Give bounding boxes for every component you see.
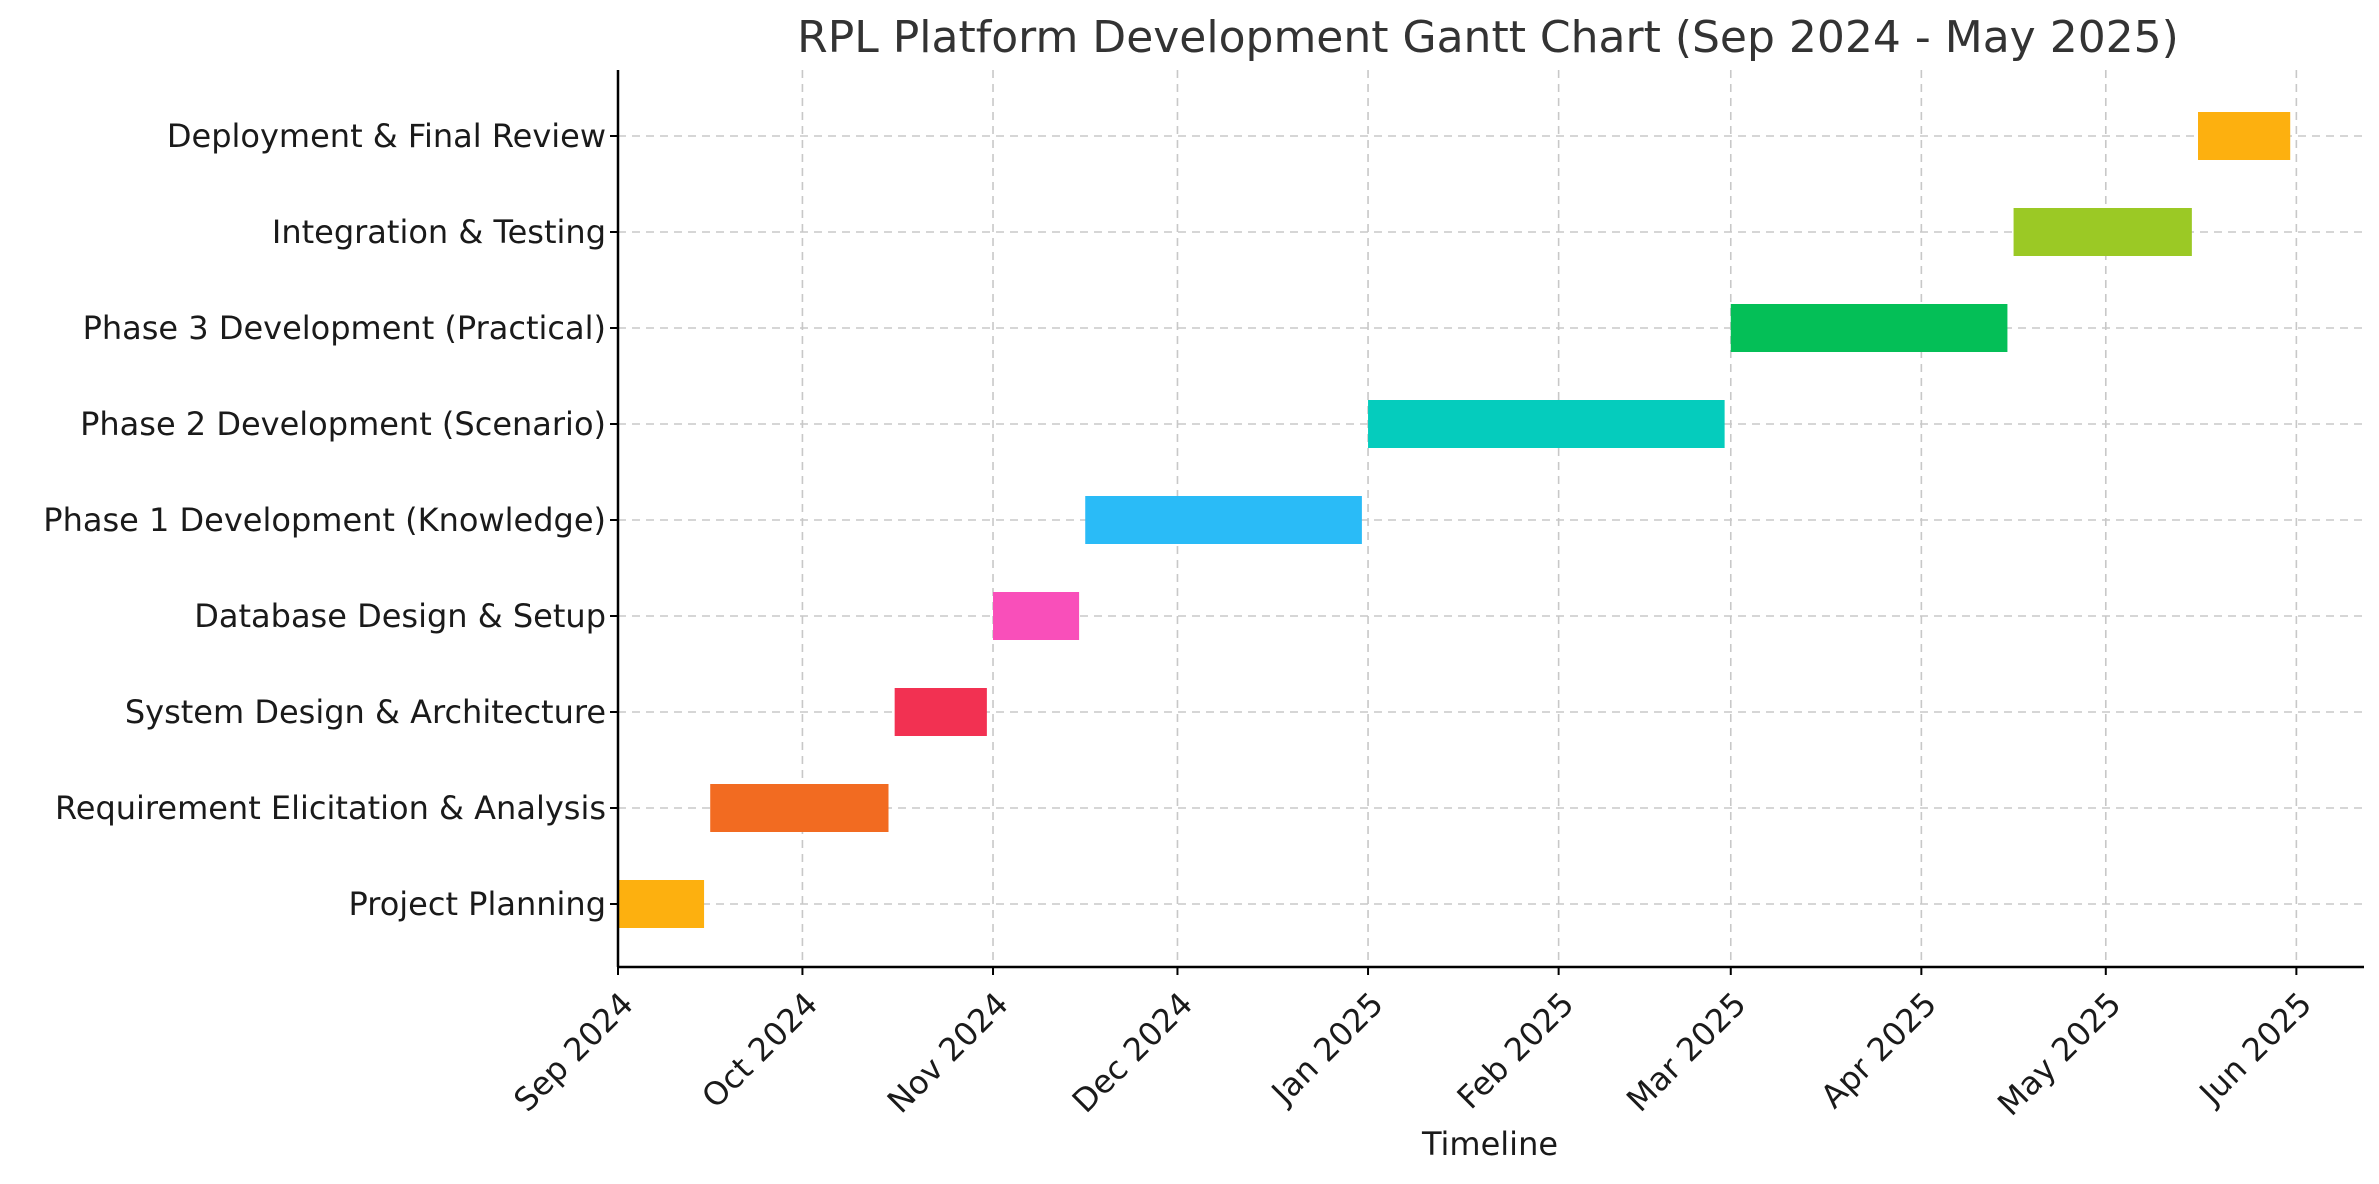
task-bar (1730, 304, 2008, 352)
x-axis-title: Timeline (1421, 1125, 1558, 1163)
task-label: System Design & Architecture (125, 693, 606, 731)
task-label: Phase 3 Development (Practical) (83, 309, 606, 347)
task-bar (1085, 496, 1362, 544)
x-tick-label: Mar 2025 (1619, 985, 1753, 1119)
task-label: Phase 1 Development (Knowledge) (43, 501, 606, 539)
task-label: Deployment & Final Review (167, 117, 606, 155)
x-tick-label: Jan 2025 (1263, 985, 1391, 1113)
task-bar (2013, 208, 2192, 256)
task-bar (618, 880, 705, 928)
task-label: Project Planning (349, 885, 607, 923)
x-tick-label: Oct 2024 (694, 985, 825, 1116)
y-tick-labels: Project Planning Requirement Elicitation … (43, 117, 606, 923)
x-tick-label: Jun 2025 (2191, 985, 2319, 1113)
task-bar (1368, 400, 1725, 448)
x-tick-label: May 2025 (1990, 985, 2128, 1123)
task-label: Integration & Testing (272, 213, 606, 251)
task-bar (993, 592, 1080, 640)
x-tick-labels: Sep 2024 Oct 2024 Nov 2024 Dec 2024 Jan 2025… (506, 985, 2319, 1123)
x-tick-label: Feb 2025 (1450, 985, 1582, 1117)
task-label: Requirement Elicitation & Analysis (55, 789, 606, 827)
x-tick-label: Dec 2024 (1065, 985, 1200, 1120)
grid-layer (617, 70, 2364, 967)
x-tick-label: Sep 2024 (506, 985, 640, 1119)
chart-title: RPL Platform Development Gantt Chart (Se… (797, 12, 2179, 63)
task-bar (710, 784, 889, 832)
task-bar (2198, 112, 2291, 160)
x-tick-label: Nov 2024 (880, 985, 1016, 1121)
axes-layer (610, 70, 2364, 975)
task-label: Phase 2 Development (Scenario) (80, 405, 606, 443)
task-label: Database Design & Setup (194, 597, 606, 635)
task-bar (894, 688, 987, 736)
x-tick-label: Apr 2025 (1813, 985, 1944, 1116)
bars-layer (618, 112, 2291, 928)
